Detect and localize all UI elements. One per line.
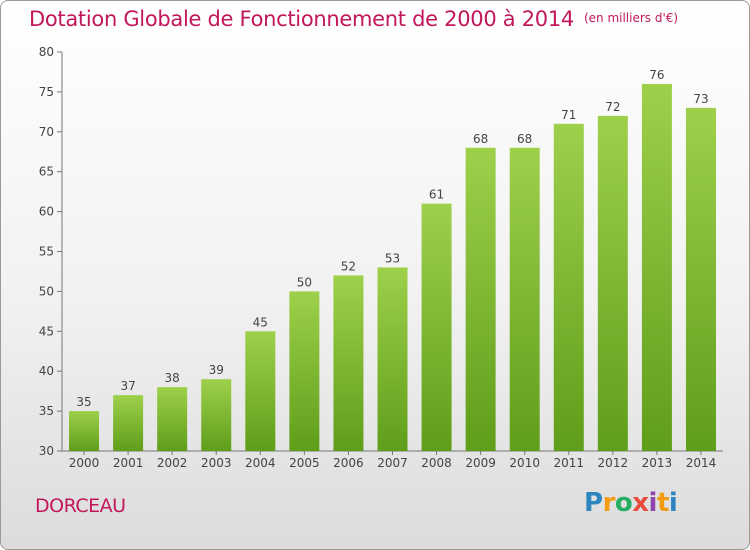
x-tick-label: 2008 bbox=[421, 456, 452, 470]
chart-title: Dotation Globale de Fonctionnement de 20… bbox=[29, 7, 678, 31]
logo-letter: i bbox=[668, 488, 678, 518]
x-tick-label: 2010 bbox=[509, 456, 540, 470]
bar bbox=[553, 123, 584, 451]
bar bbox=[597, 115, 628, 451]
x-tick-label: 2013 bbox=[642, 456, 673, 470]
x-tick-label: 2002 bbox=[157, 456, 188, 470]
bar bbox=[245, 331, 276, 451]
bar bbox=[157, 387, 188, 451]
bar bbox=[377, 267, 408, 451]
bar bbox=[641, 83, 672, 452]
bar bbox=[113, 395, 144, 451]
logo-letter: r bbox=[602, 488, 616, 518]
data-label: 68 bbox=[517, 132, 532, 146]
x-tick-label: 2003 bbox=[201, 456, 232, 470]
y-tick-label: 30 bbox=[39, 444, 54, 458]
data-label: 73 bbox=[693, 92, 708, 106]
data-label: 50 bbox=[297, 275, 312, 289]
data-label: 61 bbox=[429, 188, 444, 202]
y-tick-label: 45 bbox=[39, 324, 54, 338]
logo-letter: P bbox=[584, 488, 603, 518]
y-tick-label: 80 bbox=[39, 45, 54, 59]
x-tick-label: 2005 bbox=[289, 456, 320, 470]
logo-letter: o bbox=[614, 488, 633, 518]
data-label: 76 bbox=[649, 68, 664, 82]
data-label: 53 bbox=[385, 251, 400, 265]
y-tick-label: 50 bbox=[39, 284, 54, 298]
bar bbox=[465, 147, 496, 451]
y-tick-label: 70 bbox=[39, 125, 54, 139]
y-tick-label: 75 bbox=[39, 85, 54, 99]
bar bbox=[333, 275, 364, 451]
data-label: 68 bbox=[473, 132, 488, 146]
bar bbox=[421, 203, 452, 451]
logo-letter: t bbox=[656, 488, 669, 518]
x-tick-label: 2000 bbox=[69, 456, 100, 470]
x-tick-label: 2006 bbox=[333, 456, 364, 470]
data-label: 52 bbox=[341, 259, 356, 273]
data-label: 45 bbox=[253, 315, 268, 329]
x-tick-label: 2004 bbox=[245, 456, 276, 470]
x-tick-label: 2009 bbox=[465, 456, 496, 470]
x-tick-label: 2007 bbox=[377, 456, 408, 470]
data-label: 39 bbox=[209, 363, 224, 377]
y-tick-label: 55 bbox=[39, 245, 54, 259]
x-tick-label: 2012 bbox=[598, 456, 629, 470]
data-label: 35 bbox=[76, 395, 91, 409]
bar bbox=[201, 379, 232, 451]
x-tick-label: 2001 bbox=[113, 456, 144, 470]
x-tick-label: 2014 bbox=[686, 456, 717, 470]
data-label: 37 bbox=[120, 379, 135, 393]
y-tick-label: 65 bbox=[39, 165, 54, 179]
bar bbox=[289, 291, 320, 451]
data-label: 71 bbox=[561, 108, 576, 122]
logo-letter: i bbox=[648, 488, 658, 518]
bar bbox=[69, 411, 100, 451]
chart-title-text: Dotation Globale de Fonctionnement de 20… bbox=[29, 7, 574, 31]
data-label: 38 bbox=[165, 371, 180, 385]
x-tick-label: 2011 bbox=[553, 456, 584, 470]
y-tick-label: 40 bbox=[39, 364, 54, 378]
bar bbox=[509, 147, 540, 451]
y-tick-label: 35 bbox=[39, 404, 54, 418]
proxiti-logo: Proxiti bbox=[584, 488, 678, 518]
y-tick-label: 60 bbox=[39, 205, 54, 219]
unit-note: (en milliers d'€) bbox=[583, 11, 679, 25]
logo-letter: x bbox=[632, 488, 649, 518]
place-name: DORCEAU bbox=[35, 495, 126, 517]
bar bbox=[685, 107, 716, 452]
data-label: 72 bbox=[605, 100, 620, 114]
